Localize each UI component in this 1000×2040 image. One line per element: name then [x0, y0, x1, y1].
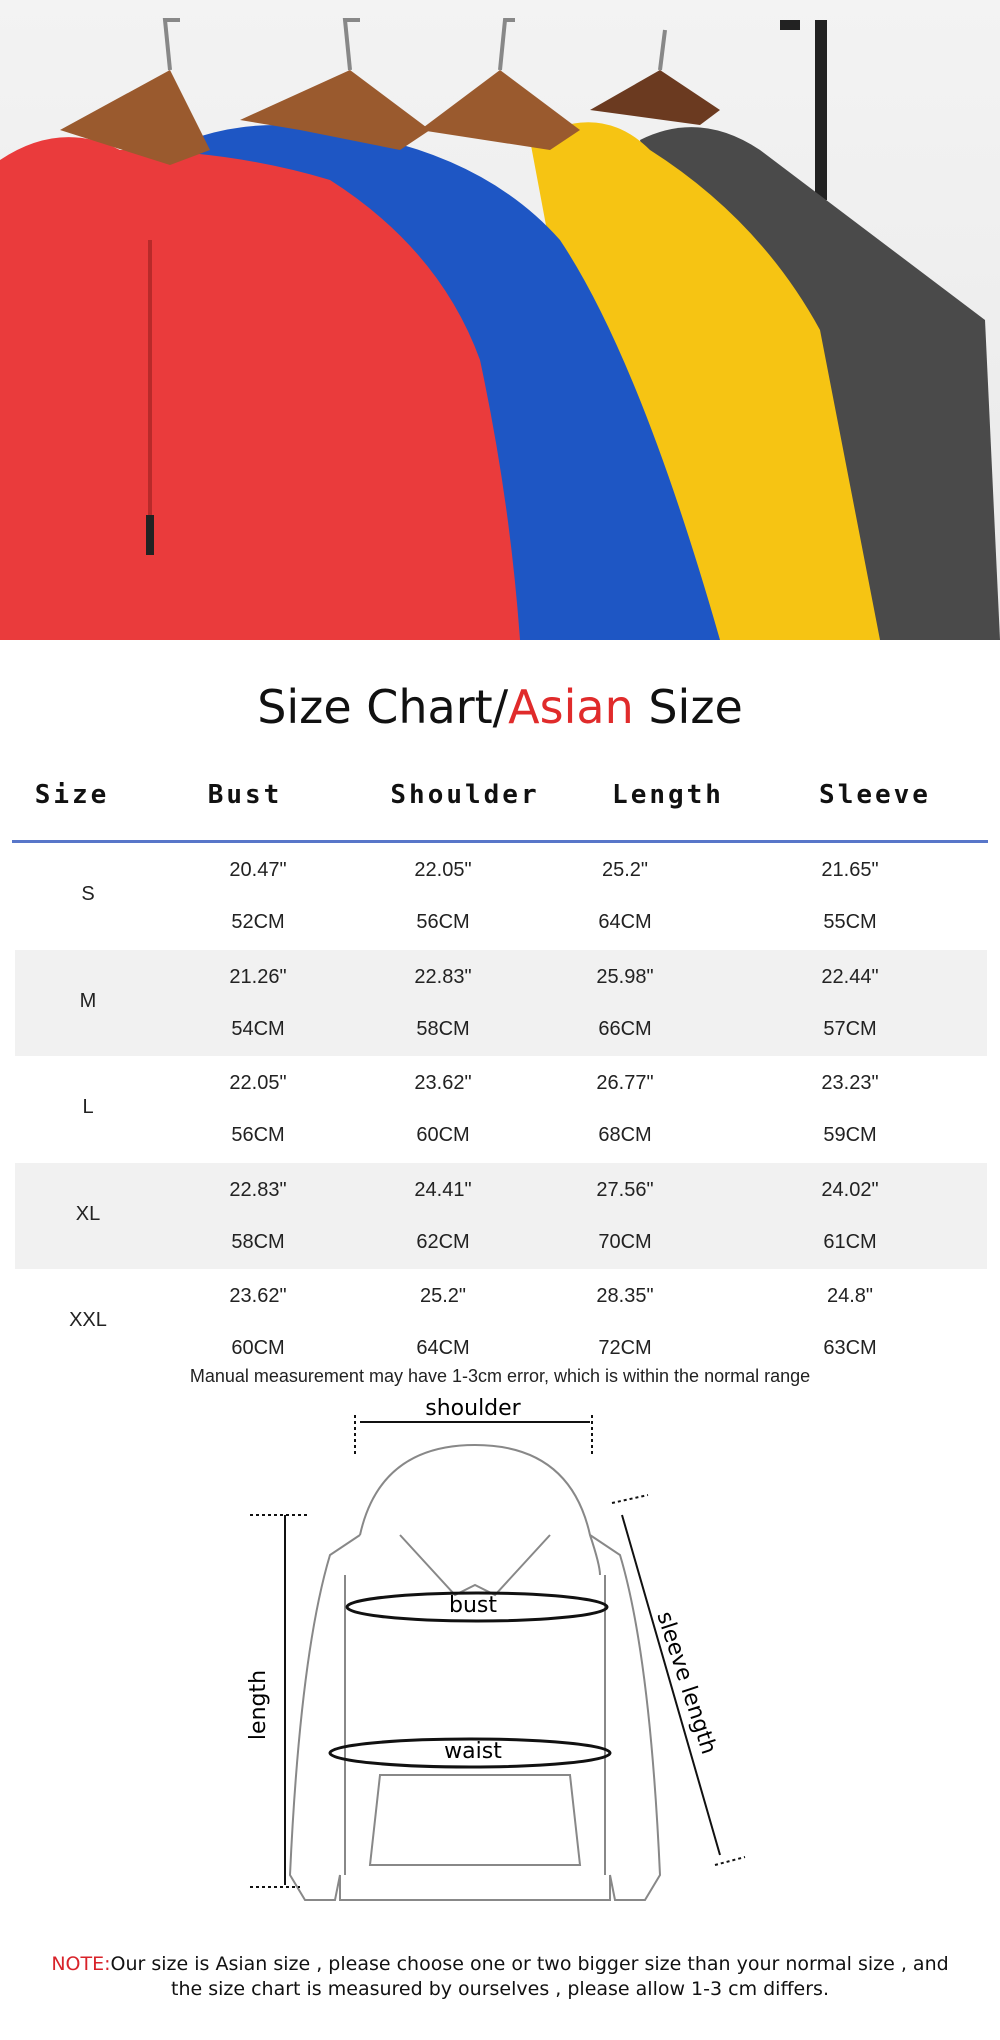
label-shoulder: shoulder — [425, 1396, 521, 1421]
title-highlight: Asian — [508, 680, 634, 734]
sleeve-cm: 55CM — [823, 911, 877, 933]
sleeve-inches: 22.44" — [821, 965, 879, 988]
bust-inches: 23.62" — [229, 1285, 287, 1307]
length-cm: 70CM — [598, 1230, 652, 1253]
bust-cm: 58CM — [231, 1230, 285, 1253]
sleeve-inches: 24.02" — [821, 1178, 879, 1201]
length-cm: 72CM — [598, 1337, 652, 1359]
bust-inches: 22.05" — [229, 1072, 287, 1094]
label-bust: bust — [449, 1593, 497, 1618]
hoodies-on-hangers-image — [0, 18, 1000, 640]
length-inches: 28.35" — [596, 1285, 654, 1307]
size-row-m: M 21.26" 54CM 22.83" 58CM 25.98" 66CM 22.44" 57C… — [15, 949, 987, 1056]
size-row-l: L 22.05" 56CM 23.62" 60CM 26.77" 68CM 23.23" 59C… — [15, 1056, 987, 1162]
shoulder-cm: 58CM — [416, 1017, 470, 1040]
sleeve-cm: 63CM — [823, 1337, 877, 1359]
sleeve-cm: 59CM — [823, 1124, 877, 1146]
page-title: Size Chart/Asian Size — [0, 680, 1000, 734]
length-cm: 64CM — [598, 911, 652, 933]
size-row-xl: XL 22.83" 58CM 24.41" 62CM 27.56" 70CM 24.02" 61… — [15, 1162, 987, 1269]
bust-cm: 54CM — [231, 1017, 285, 1040]
note-text: Our size is Asian size , please choose o… — [110, 1953, 949, 2000]
shoulder-inches: 22.83" — [414, 965, 472, 988]
bust-inches: 21.26" — [229, 965, 287, 988]
shoulder-inches: 23.62" — [414, 1072, 472, 1094]
bust-cm: 60CM — [231, 1337, 285, 1359]
header-shoulder: Shoulder — [390, 780, 540, 810]
size-row-xxl: XXL 23.62" 60CM 25.2" 64CM 28.35" 72CM 24.8" 63C… — [15, 1269, 987, 1375]
shoulder-inches: 22.05" — [414, 859, 472, 881]
size-label: XXL — [69, 1309, 107, 1331]
header-size: Size — [34, 780, 110, 810]
hoodie-outline-diagram: shoulder bust waist length sleeve length — [246, 1396, 746, 1901]
bust-inches: 20.47" — [229, 859, 287, 881]
sleeve-inches: 23.23" — [821, 1072, 879, 1094]
sizing-note: NOTE:Our size is Asian size , please cho… — [40, 1952, 960, 2002]
sleeve-cm: 57CM — [823, 1017, 877, 1040]
label-length: length — [246, 1670, 271, 1740]
header-divider — [12, 840, 988, 843]
bust-cm: 52CM — [231, 911, 285, 933]
note-label: NOTE: — [51, 1953, 111, 1975]
measurement-note: Manual measurement may have 1-3cm error,… — [189, 1366, 811, 1386]
measurement-diagram: shoulder bust waist length sleeve length — [0, 1395, 1000, 1915]
hoodie-outline — [288, 1443, 662, 1901]
length-inches: 27.56" — [596, 1178, 654, 1201]
title-text: Size Chart/ — [257, 680, 509, 734]
size-label: M — [79, 989, 97, 1012]
sleeve-inches: 24.8" — [826, 1285, 874, 1307]
length-cm: 68CM — [598, 1124, 652, 1146]
size-label: S — [81, 883, 95, 905]
shoulder-cm: 60CM — [416, 1124, 470, 1146]
wooden-hangers — [60, 70, 720, 165]
header-bust: Bust — [207, 780, 283, 810]
sleeve-cm: 61CM — [823, 1230, 877, 1253]
red-hoodie — [0, 137, 520, 640]
shoulder-inches: 24.41" — [414, 1178, 472, 1201]
shoulder-cm: 62CM — [416, 1230, 470, 1253]
product-photo — [0, 0, 1000, 640]
header-sleeve: Sleeve — [819, 780, 931, 810]
length-inches: 25.98" — [596, 965, 654, 988]
size-label: L — [82, 1096, 94, 1118]
length-inches: 25.2" — [601, 859, 649, 881]
bust-inches: 22.83" — [229, 1178, 287, 1201]
shoulder-cm: 64CM — [416, 1337, 470, 1359]
shoulder-cm: 56CM — [416, 911, 470, 933]
size-label: XL — [75, 1202, 101, 1225]
bust-cm: 56CM — [231, 1124, 285, 1146]
shoulder-inches: 25.2" — [419, 1285, 467, 1307]
sleeve-inches: 21.65" — [821, 859, 879, 881]
title-text-end: Size — [633, 680, 743, 734]
size-row-s: S 20.47" 52CM 22.05" 56CM 25.2" 64CM 21.65" 55CM — [15, 843, 987, 949]
label-waist: waist — [444, 1739, 502, 1764]
length-inches: 26.77" — [596, 1072, 654, 1094]
header-length: Length — [612, 780, 724, 810]
length-cm: 66CM — [598, 1017, 652, 1040]
